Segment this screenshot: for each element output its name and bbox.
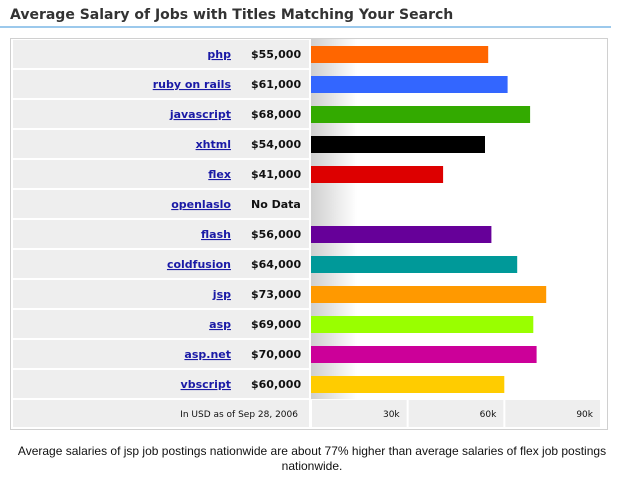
plot-area-shading — [311, 39, 357, 399]
salary-chart: php $55,000 ruby on rails $61,000 javascript… — [10, 38, 608, 430]
axis-tick-cell — [505, 400, 600, 427]
salary-label: $54,000 — [251, 138, 301, 151]
comparison-caption: Average salaries of jsp job postings nat… — [17, 444, 607, 473]
row-label-cell — [13, 190, 309, 218]
salary-bar — [311, 106, 531, 123]
salary-bar — [311, 376, 505, 393]
salary-label: $60,000 — [251, 378, 301, 391]
job-title-link[interactable]: php — [207, 48, 231, 61]
salary-bar — [311, 46, 489, 63]
job-title-link[interactable]: jsp — [212, 288, 231, 301]
footnote-cell — [13, 400, 309, 427]
job-title-link[interactable]: xhtml — [196, 138, 231, 151]
row-label-cell — [13, 340, 309, 368]
row-label-cell — [13, 130, 309, 158]
row-label-cell — [13, 280, 309, 308]
salary-bar-chart: php $55,000 ruby on rails $61,000 javascript… — [13, 39, 600, 427]
salary-label: $61,000 — [251, 78, 301, 91]
chart-title: Average Salary of Jobs with Titles Match… — [10, 7, 454, 23]
axis-tick-label: 30k — [383, 410, 400, 420]
row-label-cell — [13, 70, 309, 98]
salary-label: $68,000 — [251, 108, 301, 121]
salary-bar — [311, 226, 492, 243]
row-label-cell — [13, 310, 309, 338]
salary-bar — [311, 166, 444, 183]
salary-bar — [311, 286, 547, 303]
row-label-cell — [13, 40, 309, 68]
row-label-cell — [13, 220, 309, 248]
title-divider — [0, 26, 611, 28]
job-title-link[interactable]: vbscript — [181, 378, 231, 391]
row-label-cell — [13, 100, 309, 128]
footnote: In USD as of Sep 28, 2006 — [180, 410, 298, 420]
salary-label: $69,000 — [251, 318, 301, 331]
job-title-link[interactable]: javascript — [169, 108, 231, 121]
job-title-link[interactable]: ruby on rails — [153, 78, 232, 91]
salary-label: No Data — [251, 198, 301, 211]
salary-bar — [311, 256, 518, 273]
job-title-link[interactable]: openlaslo — [171, 198, 231, 211]
job-title-link[interactable]: flash — [201, 228, 231, 241]
salary-label: $73,000 — [251, 288, 301, 301]
salary-label: $64,000 — [251, 258, 301, 271]
row-label-cell — [13, 160, 309, 188]
job-title-link[interactable]: asp — [209, 318, 231, 331]
row-label-cell — [13, 250, 309, 278]
salary-label: $70,000 — [251, 348, 301, 361]
salary-label: $56,000 — [251, 228, 301, 241]
axis-tick-cell — [312, 400, 407, 427]
salary-bar — [311, 316, 534, 333]
salary-bar — [311, 136, 485, 153]
job-title-link[interactable]: asp.net — [184, 348, 231, 361]
salary-bar — [311, 76, 508, 93]
axis-tick-label: 60k — [480, 410, 497, 420]
axis-tick-label: 90k — [576, 410, 593, 420]
job-title-link[interactable]: flex — [208, 168, 231, 181]
salary-label: $41,000 — [251, 168, 301, 181]
job-title-link[interactable]: coldfusion — [167, 258, 231, 271]
row-label-cell — [13, 370, 309, 398]
axis-tick-cell — [408, 400, 504, 427]
salary-bar — [311, 346, 537, 363]
salary-label: $55,000 — [251, 48, 301, 61]
